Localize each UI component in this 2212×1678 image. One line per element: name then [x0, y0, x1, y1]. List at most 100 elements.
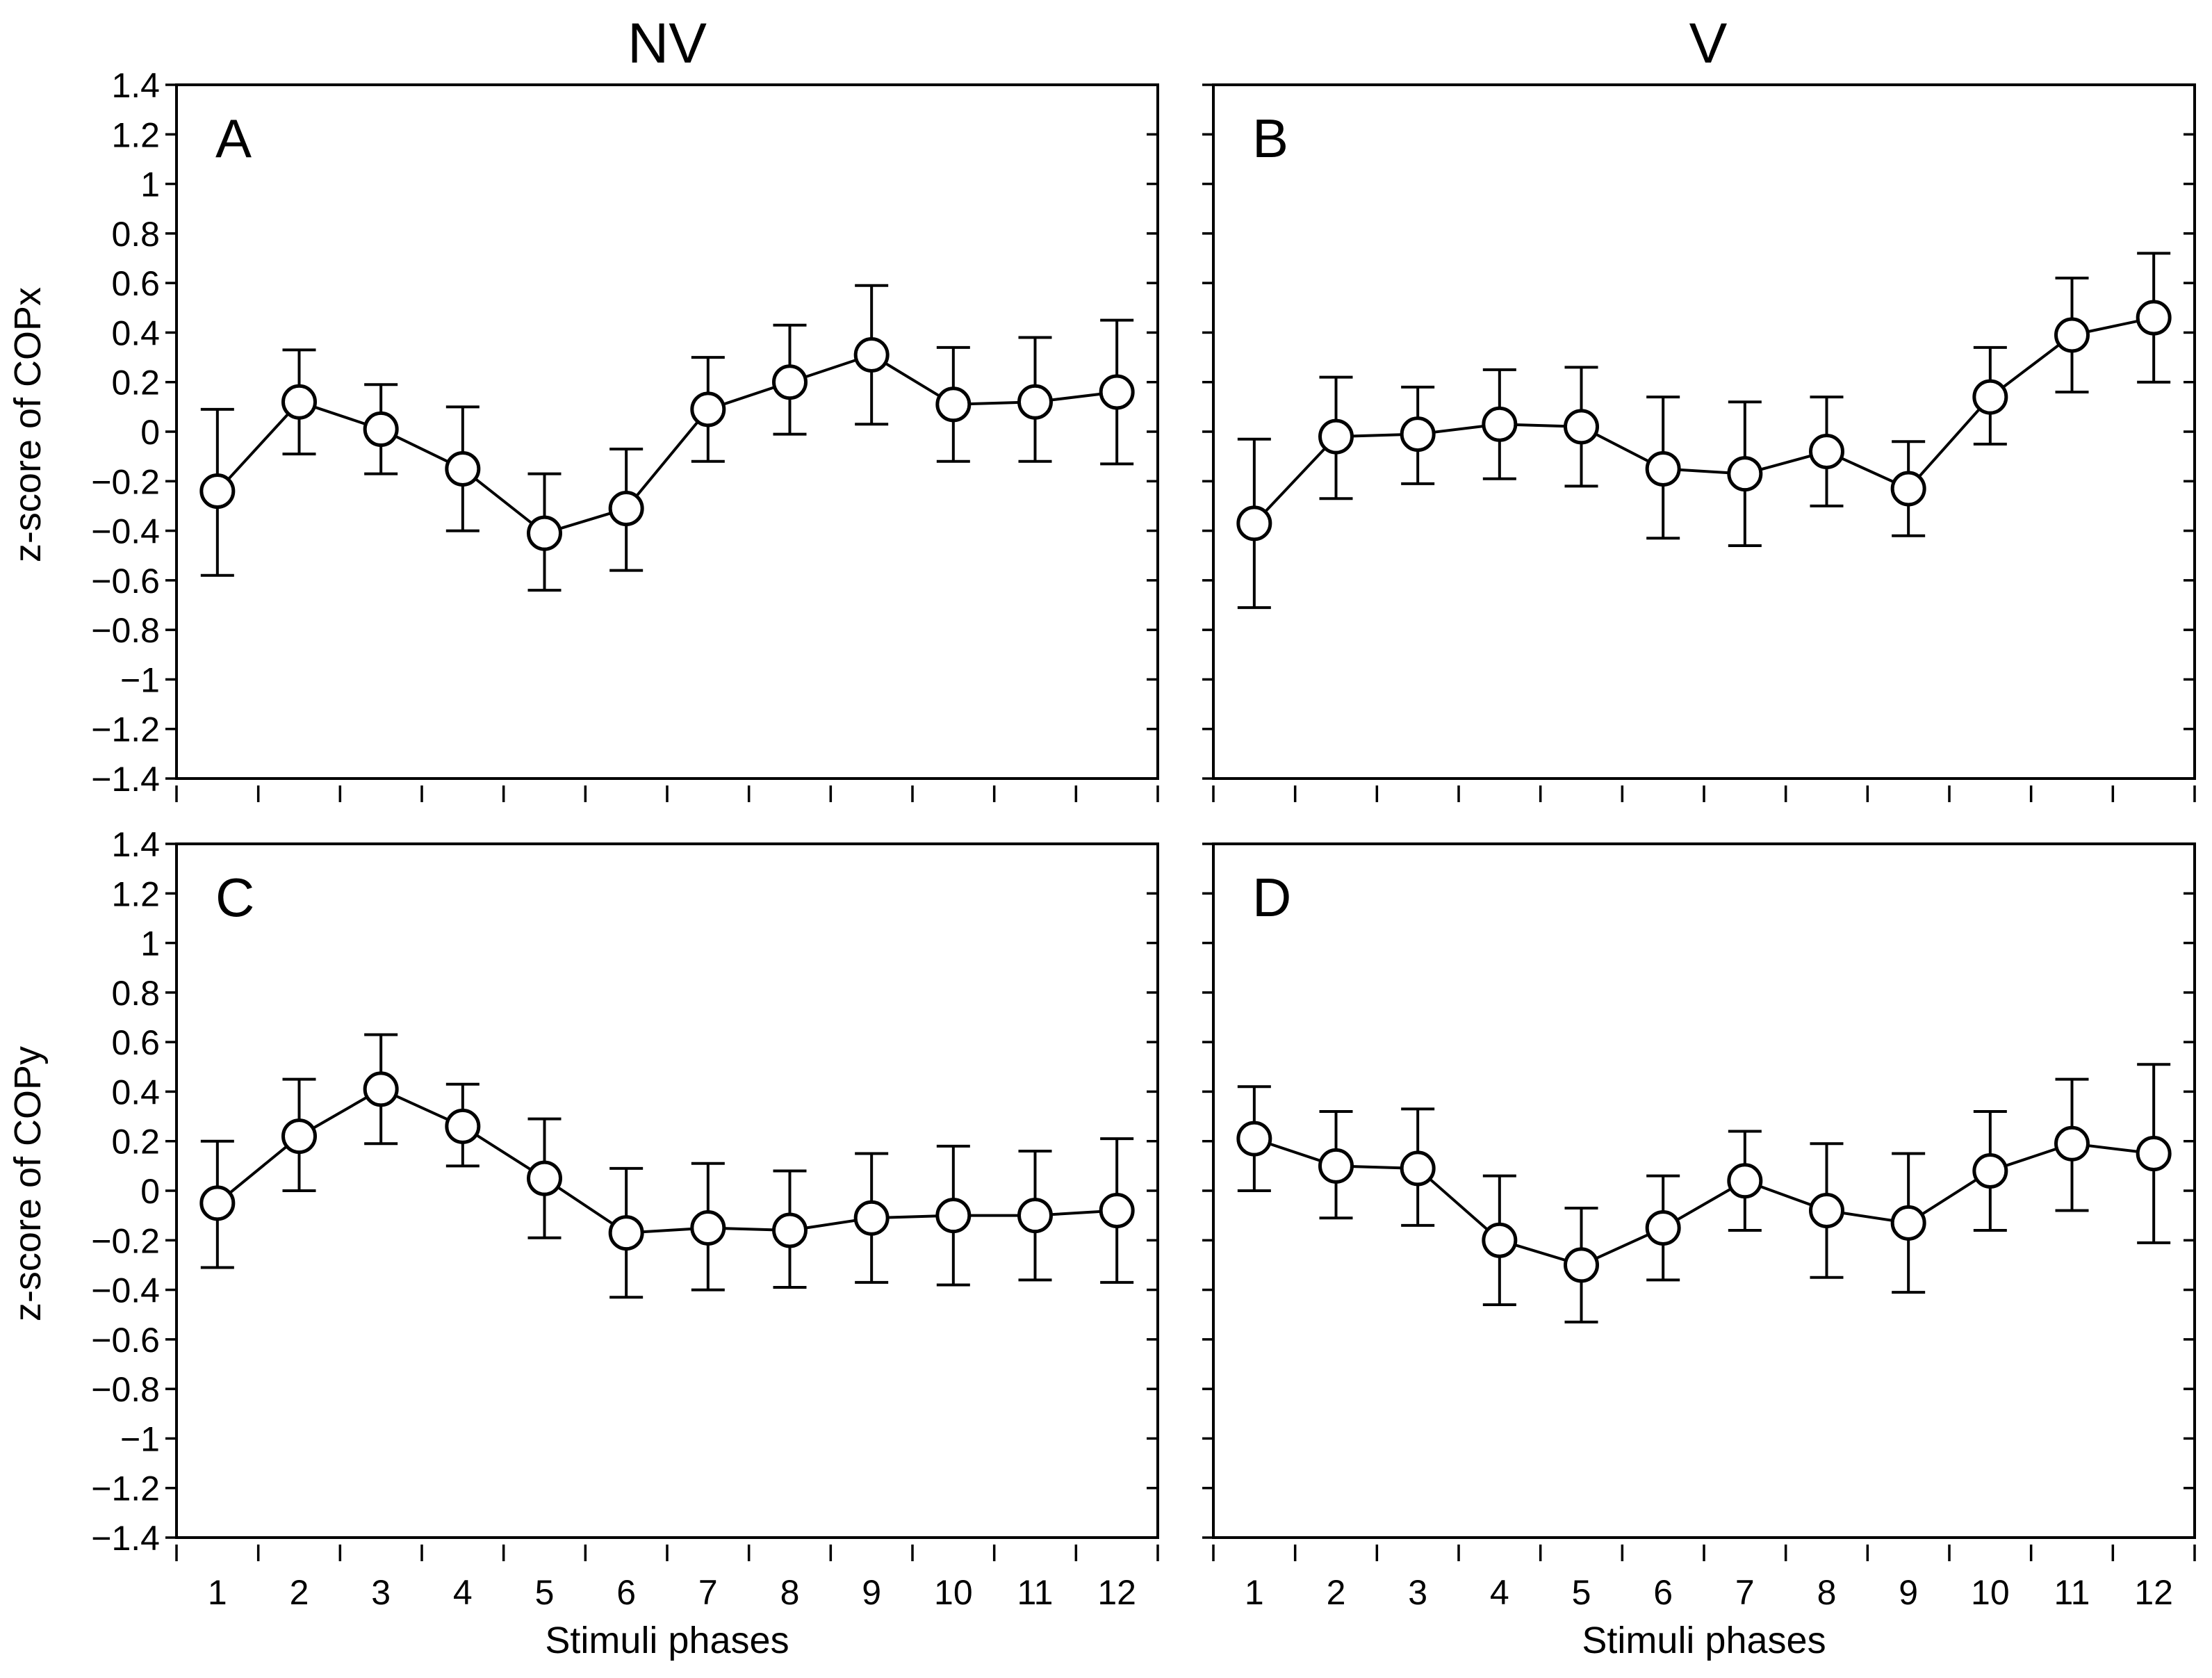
panel-a: 1.4 1.2 1 0.8 0.6 0.4 0.2 0 −0.2 −0.4 −0.6 −0.8 −1 −1…: [7, 66, 1159, 802]
plot-frame: [1212, 83, 2196, 780]
data-point: [1564, 409, 1599, 445]
data-point: [2136, 1136, 2172, 1172]
data-point: [1564, 1247, 1599, 1283]
data-point: [281, 384, 317, 420]
panel-label: D: [1252, 867, 1291, 928]
y-tick-label: 0.2: [111, 1123, 160, 1162]
data-point: [1482, 1222, 1518, 1258]
data-point: [1890, 471, 1926, 507]
data-point: [1318, 1148, 1354, 1184]
x-tick-label: 1: [1245, 1573, 1264, 1612]
x-tick-label: 6: [616, 1573, 636, 1612]
data-point: [1099, 374, 1135, 410]
data-point: [1727, 1163, 1763, 1199]
x-tick-label: 11: [1017, 1573, 1054, 1612]
x-tick-label: 3: [1408, 1573, 1427, 1612]
y-tick-label: 0.4: [111, 1073, 160, 1111]
y-tick-label: 1.2: [111, 874, 160, 913]
column-titles: NV V: [628, 12, 1728, 75]
y-tick-label: 1.4: [111, 66, 160, 105]
data-point: [853, 337, 890, 373]
x-tick-label: 7: [1735, 1573, 1755, 1612]
data-point: [853, 1200, 890, 1236]
data-point: [527, 1160, 562, 1196]
data-point: [445, 1108, 481, 1144]
column-title-v: V: [1689, 12, 1728, 75]
data-point: [1236, 1121, 1272, 1157]
column-title-nv: NV: [628, 12, 707, 75]
data-point: [1809, 1193, 1844, 1229]
data-point: [1236, 505, 1272, 541]
y-axis-title: z-score of COPy: [7, 1046, 49, 1321]
data-point: [1972, 379, 2008, 415]
panel-label: C: [215, 867, 254, 928]
y-tick-label: 0.6: [111, 264, 160, 303]
y-tick-label: −1.2: [91, 710, 160, 749]
series-line: [216, 1087, 1117, 1235]
data-point: [199, 1185, 236, 1221]
x-tick-label: 9: [1899, 1573, 1918, 1612]
panel-label: A: [215, 108, 252, 169]
data-point: [935, 386, 972, 423]
data-point: [527, 515, 562, 551]
data-point: [363, 1071, 399, 1107]
panel-label: B: [1252, 108, 1288, 169]
data-point: [2054, 317, 2090, 353]
data-point: [935, 1198, 972, 1234]
x-tick-label: 2: [290, 1573, 309, 1612]
y-tick-label: −1.4: [91, 1519, 160, 1558]
x-tick-label: 4: [453, 1573, 473, 1612]
y-tick-label: 0: [140, 1172, 160, 1211]
data-point: [1400, 1150, 1436, 1187]
x-tick-label: 1: [208, 1573, 227, 1612]
data-point: [445, 450, 481, 487]
x-axis-title: Stimuli phases: [1582, 1620, 1826, 1661]
data-point: [199, 473, 236, 510]
data-point: [772, 364, 808, 400]
data-point: [1645, 1209, 1681, 1246]
y-tick-label: 1: [140, 165, 160, 204]
data-point: [1099, 1193, 1135, 1229]
y-tick-label: 1.2: [111, 115, 160, 154]
data-point: [608, 1215, 644, 1251]
data-point: [1482, 406, 1518, 442]
y-tick-label: −0.4: [91, 1271, 160, 1310]
y-tick-label: 0.6: [111, 1023, 160, 1062]
plot-frame: [1212, 842, 2196, 1539]
plot-frame: [175, 842, 1159, 1539]
x-tick-label: 10: [1971, 1573, 2010, 1612]
series-line: [216, 353, 1117, 535]
data-point: [1727, 456, 1763, 492]
x-tick-label: 8: [780, 1573, 800, 1612]
x-tick-label: 7: [698, 1573, 718, 1612]
x-tick-label: 2: [1327, 1573, 1346, 1612]
y-tick-label: 1: [140, 924, 160, 963]
data-point: [690, 1209, 726, 1246]
x-tick-label: 12: [1097, 1573, 1136, 1612]
panel-c: 1.4 1.2 1 0.8 0.6 0.4 0.2 0 −0.2 −0.4 −0.6 −0.8 −1 −1…: [7, 825, 1159, 1661]
y-tick-label: −0.6: [91, 1321, 160, 1360]
panels: 1.4 1.2 1 0.8 0.6 0.4 0.2 0 −0.2 −0.4 −0.6 −0.8 −1 −1…: [7, 66, 2196, 1661]
data-point: [690, 391, 726, 427]
data-point: [1972, 1152, 2008, 1189]
y-tick-label: −1.4: [91, 760, 160, 799]
y-tick-label: 0.8: [111, 215, 160, 254]
x-tick-label: 3: [371, 1573, 391, 1612]
y-tick-label: −0.4: [91, 512, 160, 551]
y-tick-label: −0.2: [91, 1221, 160, 1260]
y-tick-label: −1.2: [91, 1469, 160, 1508]
data-point: [1017, 384, 1053, 420]
data-point: [1645, 450, 1681, 487]
y-tick-label: −1: [120, 660, 160, 699]
data-point: [363, 411, 399, 447]
x-tick-label: 6: [1653, 1573, 1673, 1612]
x-tick-label: 8: [1817, 1573, 1837, 1612]
y-tick-label: −0.8: [91, 611, 160, 650]
y-tick-label: −0.8: [91, 1370, 160, 1409]
y-tick-label: 0.8: [111, 974, 160, 1013]
y-tick-label: 0.2: [111, 364, 160, 402]
x-axis-title: Stimuli phases: [545, 1620, 789, 1661]
plot-frame: [175, 83, 1159, 780]
